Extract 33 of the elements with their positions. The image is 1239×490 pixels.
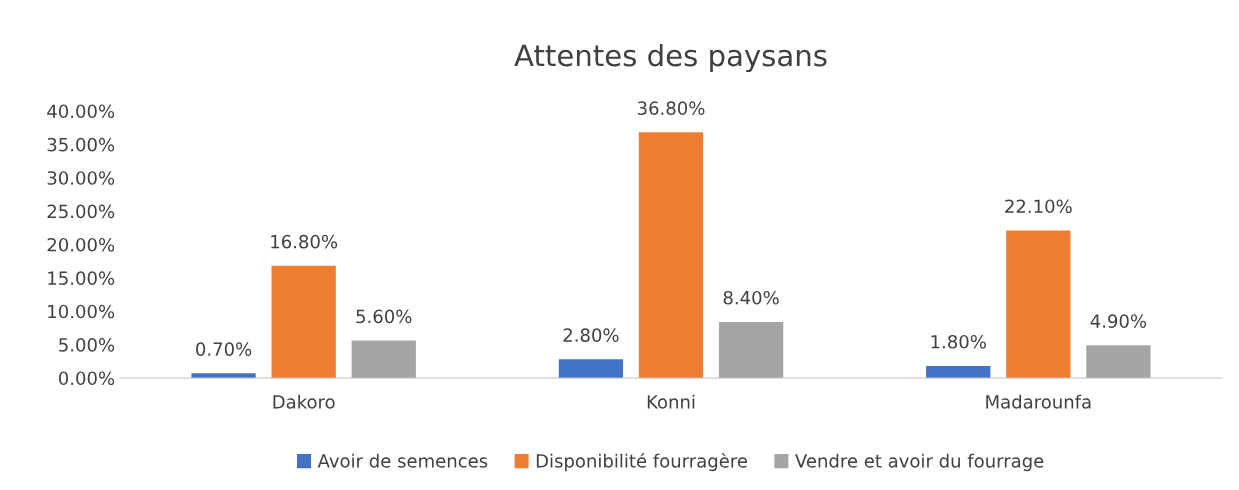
bar [718, 321, 784, 378]
y-tick-label: 5.00% [59, 338, 115, 352]
data-label: 1.80% [931, 334, 986, 349]
y-tick-label: 25.00% [47, 204, 115, 219]
bar [271, 265, 336, 378]
y-tick-label: 0.00% [58, 371, 115, 386]
x-tick-label: Dakoro [273, 394, 335, 409]
x-tick-label: Konni [647, 394, 695, 409]
y-tick-label: 35.00% [47, 137, 115, 152]
bar [638, 132, 704, 378]
y-tick-label: 10.00% [48, 304, 115, 319]
y-tick-label: 20.00% [47, 237, 115, 252]
legend-label: Vendre et avoir du fourrage [795, 453, 1044, 472]
data-label: 2.80% [563, 328, 619, 342]
chart-title: Attentes des paysans [514, 43, 827, 73]
bar [1006, 230, 1071, 378]
data-label: 16.80% [271, 234, 338, 249]
data-label: 8.40% [723, 290, 779, 305]
bar [558, 359, 624, 378]
data-label: 22.10% [1005, 199, 1072, 214]
bar [926, 365, 991, 378]
data-label: 36.80% [637, 101, 705, 115]
data-label: 0.70% [196, 342, 252, 356]
data-label: 5.60% [356, 309, 412, 324]
legend-label: Disponibilité fourragère [536, 452, 748, 472]
x-tick-label: Madarounfa [986, 394, 1091, 409]
y-tick-label: 40.00% [47, 104, 115, 119]
y-tick-label: 15.00% [48, 271, 115, 285]
data-label: 4.90% [1090, 314, 1147, 328]
y-tick-label: 30.00% [47, 171, 115, 185]
bar [1086, 345, 1151, 378]
bar [351, 340, 416, 378]
legend-label: Avoir de semences [317, 453, 488, 468]
